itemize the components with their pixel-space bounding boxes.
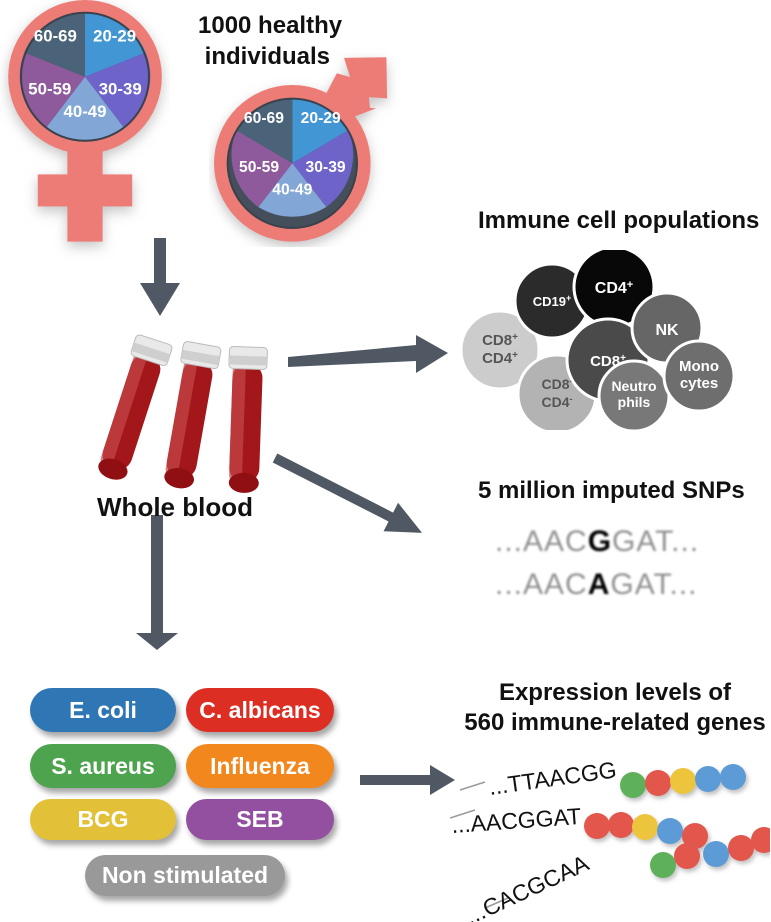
svg-text:60-69: 60-69 xyxy=(34,27,77,46)
svg-text:phils: phils xyxy=(618,394,651,410)
svg-text:50-59: 50-59 xyxy=(28,79,71,98)
svg-text:...TTAACGG: ...TTAACGG xyxy=(487,760,618,800)
svg-text:40-49: 40-49 xyxy=(272,182,312,199)
svg-text:CD4-: CD4- xyxy=(541,394,572,410)
svg-text:60-69: 60-69 xyxy=(244,110,284,127)
svg-text:CD8-: CD8- xyxy=(541,376,572,392)
svg-text:Mono: Mono xyxy=(679,358,719,375)
svg-text:NK: NK xyxy=(655,322,679,339)
svg-text:30-39: 30-39 xyxy=(99,79,142,98)
svg-text:Neutro: Neutro xyxy=(611,378,656,394)
svg-text:40-49: 40-49 xyxy=(64,102,107,121)
svg-text:cytes: cytes xyxy=(680,375,718,392)
svg-text:...CACGCAA: ...CACGCAA xyxy=(461,850,593,922)
svg-text:30-39: 30-39 xyxy=(306,159,346,176)
svg-text:20-29: 20-29 xyxy=(93,27,136,46)
svg-text:...AACGGAT: ...AACGGAT xyxy=(451,803,582,838)
svg-text:CD19+: CD19+ xyxy=(533,293,572,309)
svg-text:50-59: 50-59 xyxy=(239,159,279,176)
svg-text:20-29: 20-29 xyxy=(301,110,341,127)
